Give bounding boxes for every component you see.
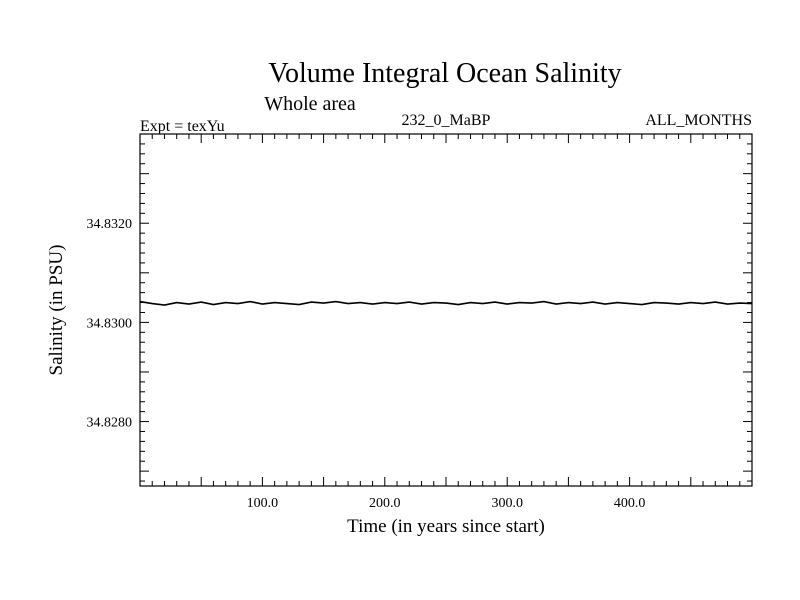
plot-frame — [139, 133, 753, 487]
y-tick-label: 34.8300 — [87, 316, 133, 331]
x-axis-label: Time (in years since start) — [347, 516, 545, 537]
y-axis-label: Salinity (in PSU) — [46, 245, 67, 376]
chart-subtitle: Whole area — [264, 93, 356, 115]
x-tick-label: 100.0 — [247, 496, 279, 511]
x-tick-label: 300.0 — [491, 496, 523, 511]
y-axis-ticks — [140, 143, 752, 482]
months-label: ALL_MONTHS — [645, 112, 752, 129]
salinity-series-line — [139, 300, 753, 306]
x-axis-ticks — [151, 134, 741, 486]
x-axis-tick-labels: 100.0 200.0 300.0 400.0 — [247, 496, 646, 511]
y-tick-label: 34.8280 — [87, 416, 133, 431]
chart-title: Volume Integral Ocean Salinity — [268, 58, 621, 89]
y-tick-label: 34.8320 — [87, 217, 133, 232]
x-tick-label: 200.0 — [369, 496, 401, 511]
experiment-label: Expt = texYu — [140, 118, 225, 135]
x-tick-label: 400.0 — [614, 496, 646, 511]
y-axis-tick-labels: 34.8280 34.8300 34.8320 — [87, 217, 133, 430]
period-label: 232_0_MaBP — [402, 112, 491, 129]
